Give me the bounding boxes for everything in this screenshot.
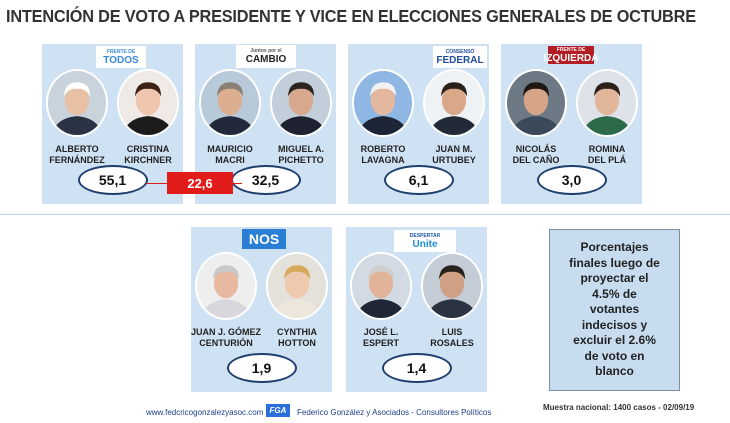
- candidate-name: JUAN M. URTUBEY: [432, 144, 476, 165]
- candidate-name: NICOLÁS DEL CAÑO: [512, 144, 560, 165]
- candidate-name: LUIS ROSALES: [430, 327, 474, 348]
- candidate-name: ALBERTO FERNÁNDEZ: [49, 144, 105, 165]
- party-logo-top: FRENTE DE: [106, 48, 136, 55]
- section-divider: [0, 214, 730, 215]
- candidate-portrait-icon: [119, 71, 177, 135]
- candidate-name: JUAN J. GÓMEZ CENTURIÓN: [190, 327, 261, 348]
- candidate-name: ROBERTO LAVAGNA: [360, 144, 406, 165]
- candidate-portrait-icon: [268, 254, 326, 318]
- party-logo-main: NOS: [248, 231, 280, 247]
- candidate-photo: [195, 252, 257, 320]
- party-logo-top: Juntos por el: [250, 48, 282, 54]
- candidate-name: JOSÉ L. ESPERT: [362, 327, 399, 348]
- candidate-photo: [421, 252, 483, 320]
- candidate-photo: [350, 252, 412, 320]
- candidate-photo: [352, 69, 414, 137]
- projection-note-text: Porcentajes finales luego de proyectar e…: [569, 240, 660, 379]
- candidate-portrait-icon: [272, 71, 330, 135]
- fga-logo: FGA: [266, 404, 290, 417]
- candidate-portrait-icon: [423, 254, 481, 318]
- candidate-name: CYNTHIA HOTTON: [277, 327, 317, 348]
- candidate-name: CRISTINA KIRCHNER: [124, 144, 172, 165]
- party-logo-main: IZQUIERDA: [543, 52, 599, 64]
- party-logo: FRENTE DE TODOS: [96, 46, 146, 68]
- candidate-photo: [46, 69, 108, 137]
- party-logo-main: CAMBIO: [245, 54, 287, 65]
- party-logo-main: TODOS: [103, 54, 139, 66]
- candidate-portrait-icon: [354, 71, 412, 135]
- candidate-name: ROMINA DEL PLÁ: [587, 144, 627, 165]
- candidate-photo: [423, 69, 485, 137]
- candidate-photo: [199, 69, 261, 137]
- vote-value: 1,9: [226, 353, 297, 383]
- vote-value: 3,0: [536, 165, 607, 195]
- party-logo: Juntos por el CAMBIO: [236, 45, 296, 68]
- candidate-portrait-icon: [578, 71, 636, 135]
- page-title: INTENCIÓN DE VOTO A PRESIDENTE Y VICE EN…: [6, 6, 696, 26]
- vote-value: 55,1: [77, 165, 148, 195]
- candidate-photo: [576, 69, 638, 137]
- candidate-photo: [505, 69, 567, 137]
- vote-value: 6,1: [383, 165, 454, 195]
- party-logo-main: FEDERAL: [436, 54, 484, 66]
- candidate-photo: [117, 69, 179, 137]
- party-logo-top: DESPERTAR: [409, 232, 441, 239]
- footer-firm: Federico González y Asociados - Consulto…: [297, 408, 492, 417]
- candidate-photo: [270, 69, 332, 137]
- candidate-name: MIGUEL A. PICHETTO: [277, 144, 324, 165]
- party-logo: FRENTE DE IZQUIERDA: [544, 46, 599, 64]
- vote-value: 32,5: [230, 165, 301, 195]
- party-logo: NOS: [242, 229, 286, 249]
- party-logo-top: CONSENSO: [445, 48, 475, 55]
- difference-badge: 22,6: [167, 172, 233, 194]
- vote-value: 1,4: [381, 353, 452, 383]
- footer-url[interactable]: www.fedcricogonzalezyasoc.com: [146, 408, 264, 417]
- party-logo: CONSENSO FEDERAL: [433, 46, 487, 68]
- candidate-portrait-icon: [507, 71, 565, 135]
- footer-sample: Muestra nacional: 1400 casos - 02/09/19: [543, 403, 695, 412]
- candidate-portrait-icon: [48, 71, 106, 135]
- candidate-portrait-icon: [352, 254, 410, 318]
- projection-note: Porcentajes finales luego de proyectar e…: [549, 229, 680, 391]
- candidate-portrait-icon: [201, 71, 259, 135]
- party-logo: DESPERTAR Unite: [394, 230, 456, 252]
- candidate-photo: [266, 252, 328, 320]
- candidate-portrait-icon: [197, 254, 255, 318]
- party-logo-top: FRENTE DE: [556, 46, 586, 53]
- party-logo-main: Unite: [412, 238, 438, 250]
- candidate-portrait-icon: [425, 71, 483, 135]
- candidate-name: MAURICIO MACRI: [207, 144, 253, 165]
